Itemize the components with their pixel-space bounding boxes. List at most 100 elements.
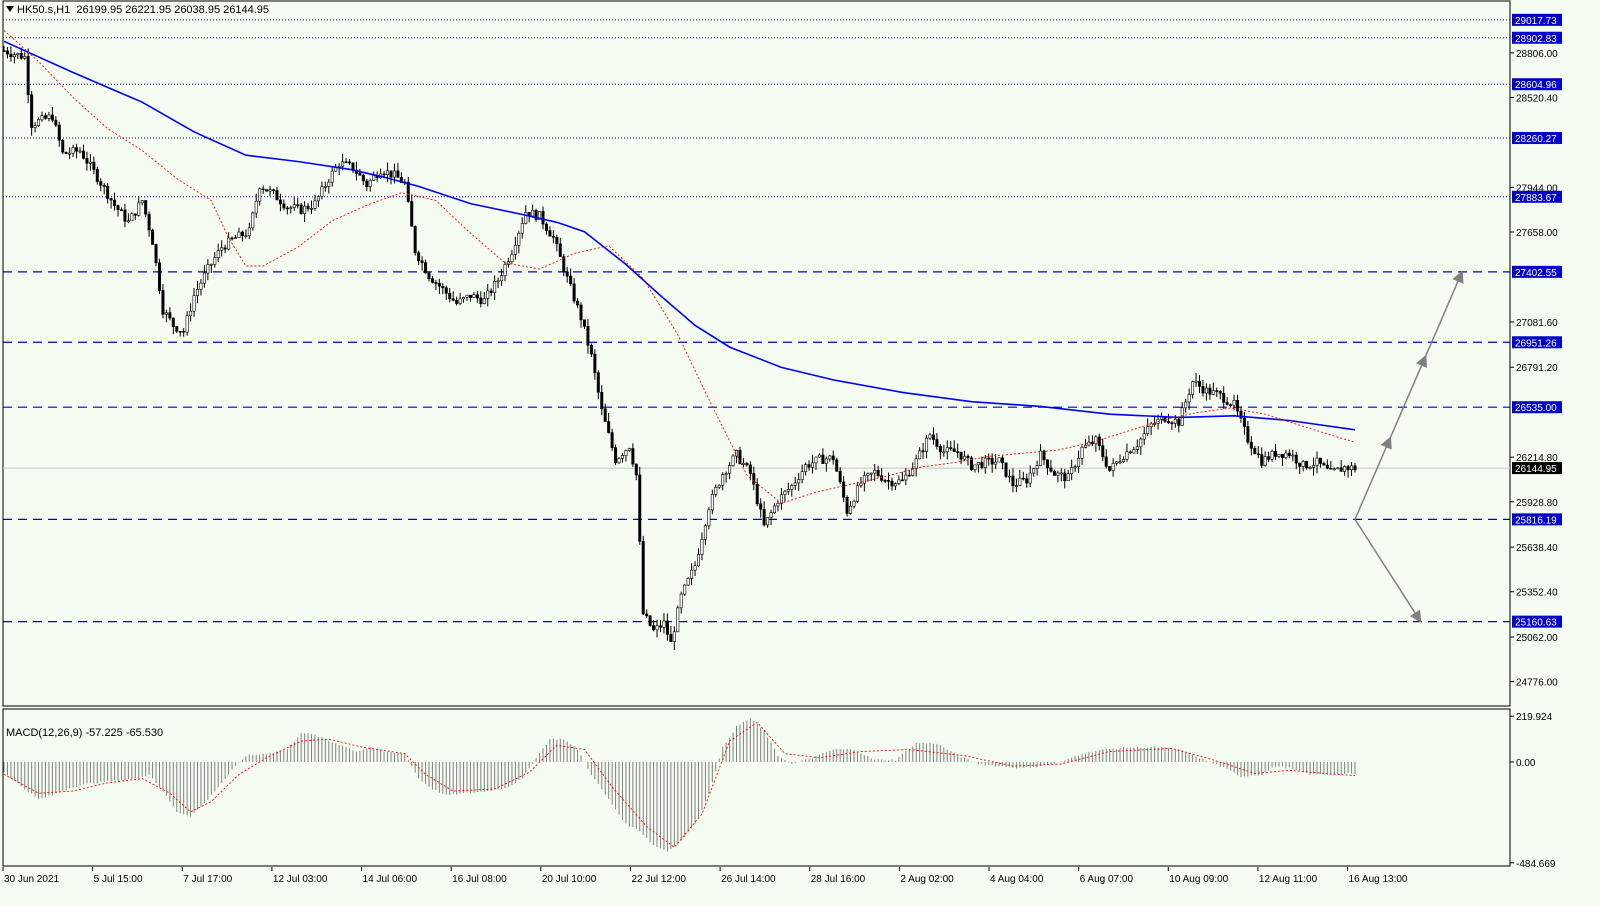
candle-body [966, 455, 970, 459]
candle-body [676, 607, 680, 633]
candle-body [620, 455, 624, 459]
candle-body [952, 448, 956, 452]
candle-body [558, 243, 562, 257]
candle-body [43, 115, 47, 119]
candle-body [862, 475, 866, 484]
candle-body [1045, 459, 1049, 469]
y-tick-label: 25062.00 [1516, 633, 1558, 644]
dashed-level-label: 26535.00 [1515, 403, 1557, 414]
candle-body [963, 455, 967, 460]
x-tick-label: 2 Aug 02:00 [900, 874, 954, 885]
level-label-bg [1512, 13, 1562, 26]
candle-body [880, 475, 884, 481]
candle-body [1222, 392, 1226, 403]
candle-body [672, 631, 676, 642]
candle-body [144, 200, 148, 215]
candle-body [710, 494, 714, 511]
candle-body [382, 173, 386, 176]
candle-body [223, 247, 227, 250]
macd-pane-frame [2, 708, 1511, 867]
candle-body [589, 344, 593, 355]
candle-body [873, 469, 877, 474]
candle-body [1011, 475, 1015, 487]
candle-body [1336, 467, 1340, 470]
candle-body [234, 237, 238, 239]
candle-body [99, 181, 103, 186]
candle-body [1166, 421, 1170, 424]
candle-body [541, 211, 545, 225]
candle-body [61, 139, 65, 153]
candle-body [19, 53, 23, 59]
candle-body [724, 473, 728, 475]
candle-body [54, 119, 58, 126]
y-tick-label: 27944.00 [1516, 183, 1558, 194]
candle-body [956, 451, 960, 453]
x-tick-label: 20 Jul 10:00 [542, 874, 597, 885]
candle-body [33, 125, 37, 128]
candle-body [755, 484, 759, 505]
candle-body [113, 199, 117, 206]
candle-body [555, 237, 559, 245]
candle-body [817, 454, 821, 458]
candle-body [306, 205, 310, 210]
candle-body [493, 281, 497, 294]
candle-body [1208, 387, 1212, 395]
candle-body [30, 94, 34, 128]
candle-body [562, 256, 566, 273]
candle-body [178, 330, 182, 333]
candle-body [997, 457, 1001, 463]
candle-body [1039, 450, 1043, 466]
level-label-bg [1512, 190, 1562, 203]
y-tick-label: 26214.80 [1516, 453, 1558, 464]
dropdown-triangle-icon[interactable] [6, 6, 14, 12]
candle-body [1246, 426, 1250, 443]
candle-body [1201, 386, 1205, 394]
level-label-bg [1512, 132, 1562, 145]
candle-body [372, 175, 376, 181]
dotted-level-label: 29017.73 [1515, 16, 1557, 27]
candle-body [1018, 477, 1022, 486]
macd-y-tick-label: 0.00 [1516, 758, 1536, 769]
projection-arrow-down [1354, 518, 1422, 623]
candle-body [361, 174, 365, 182]
level-label-bg [1512, 336, 1562, 349]
x-tick-label: 4 Aug 04:00 [990, 874, 1044, 885]
candle-body [890, 480, 894, 487]
candle-body [814, 456, 818, 464]
candle-body [752, 473, 756, 485]
candle-body [1170, 422, 1174, 425]
sma-short-line [3, 30, 1356, 504]
candle-body [64, 151, 68, 154]
candle-body [1121, 458, 1125, 462]
candle-body [164, 312, 168, 315]
candle-body [1187, 394, 1191, 403]
candle-body [510, 253, 514, 262]
candle-body [1014, 485, 1018, 487]
candle-body [320, 186, 324, 197]
candle-body [686, 578, 690, 586]
candle-body [496, 280, 500, 283]
x-tick-label: 30 Jun 2021 [4, 874, 59, 885]
candle-body [766, 517, 770, 526]
candle-body [959, 451, 963, 460]
candle-body [213, 257, 217, 265]
candle-body [278, 199, 282, 205]
candle-body [949, 447, 953, 450]
candle-body [935, 439, 939, 447]
candle-body [741, 463, 745, 465]
candle-body [859, 482, 863, 486]
candle-body [994, 461, 998, 465]
candle-body [852, 501, 856, 507]
candle-body [1350, 465, 1354, 470]
candle-body [88, 161, 92, 164]
level-label-bg [1512, 401, 1562, 414]
candle-body [1229, 404, 1233, 406]
ohlc-values: 26199.95 26221.95 26038.95 26144.95 [76, 4, 270, 16]
candle-body [1267, 456, 1271, 460]
candle-body [721, 474, 725, 486]
candle-body [1132, 449, 1136, 454]
candle-body [900, 479, 904, 482]
candle-body [5, 50, 9, 55]
